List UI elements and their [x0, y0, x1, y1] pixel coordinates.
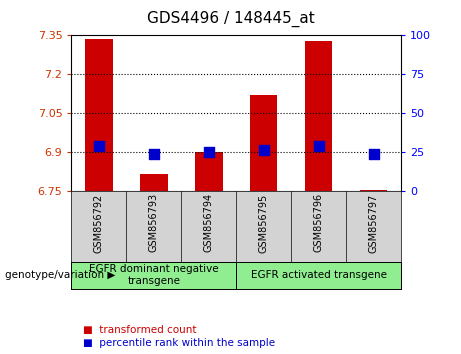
Point — [260, 147, 267, 153]
Text: GSM856792: GSM856792 — [94, 193, 104, 252]
Text: GSM856794: GSM856794 — [204, 193, 214, 252]
Point — [370, 151, 377, 156]
Text: ■  transformed count: ■ transformed count — [83, 325, 196, 335]
Text: GSM856795: GSM856795 — [259, 193, 269, 252]
Bar — [360, 190, 387, 191]
Text: EGFR dominant negative
transgene: EGFR dominant negative transgene — [89, 264, 219, 286]
Text: GDS4496 / 148445_at: GDS4496 / 148445_at — [147, 11, 314, 27]
Point — [315, 143, 322, 149]
Text: GSM856793: GSM856793 — [149, 193, 159, 252]
Bar — [250, 95, 278, 191]
Bar — [305, 41, 332, 191]
Text: ■  percentile rank within the sample: ■ percentile rank within the sample — [83, 338, 275, 348]
Bar — [195, 152, 223, 191]
Text: genotype/variation ▶: genotype/variation ▶ — [5, 270, 115, 280]
Bar — [140, 174, 168, 191]
Text: EGFR activated transgene: EGFR activated transgene — [251, 270, 387, 280]
Text: GSM856797: GSM856797 — [369, 193, 378, 252]
Point — [150, 151, 158, 156]
Text: GSM856796: GSM856796 — [313, 193, 324, 252]
Bar — [85, 39, 112, 191]
Point — [205, 149, 213, 155]
Point — [95, 143, 103, 149]
